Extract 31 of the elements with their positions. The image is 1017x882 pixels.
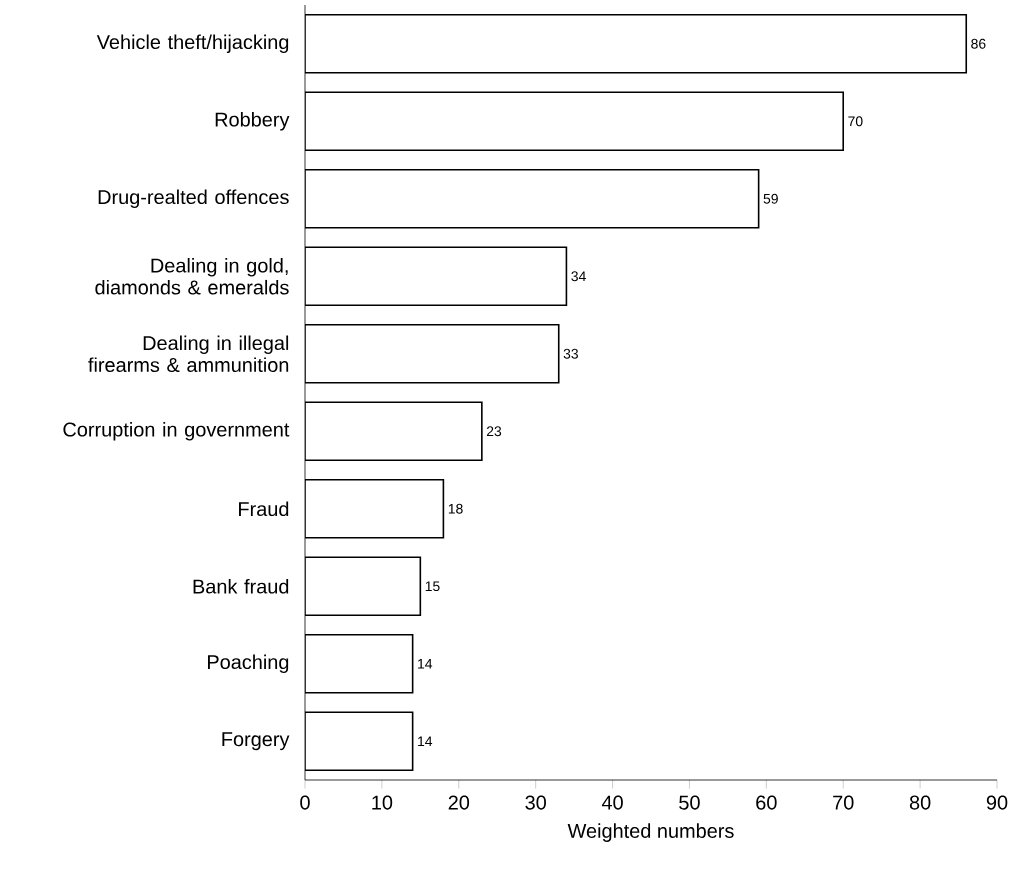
y-tick-label: Dealing in gold, diamonds & emeralds (95, 257, 289, 295)
data-label: 59 (763, 193, 778, 204)
data-label: 14 (418, 658, 433, 669)
data-label: 33 (563, 348, 578, 359)
y-tick-label: Corruption in government (63, 421, 290, 441)
data-label: 34 (571, 271, 586, 282)
x-tick-label: 20 (448, 795, 470, 810)
data-label: 23 (486, 426, 502, 437)
x-tick-label: 10 (372, 795, 393, 810)
y-tick-label: Fraud (239, 501, 289, 517)
x-tick-label: 70 (833, 795, 854, 810)
data-label: 14 (418, 736, 433, 747)
x-tick-label: 40 (601, 795, 623, 810)
x-tick-label: 30 (525, 795, 546, 810)
x-tick-label: 80 (909, 795, 931, 810)
data-label: 70 (848, 116, 863, 127)
data-label: 15 (425, 581, 440, 592)
data-label: 18 (448, 503, 463, 514)
y-tick-label: Dealing in illegal firearms & ammunition (88, 335, 289, 373)
y-tick-label: Vehicle theft/hijacking (96, 34, 289, 54)
y-tick-label: Bank fraud (193, 578, 289, 594)
x-axis-title: Weighted numbers (567, 823, 734, 842)
data-label: 86 (971, 38, 986, 49)
x-tick-label: 60 (756, 795, 777, 810)
y-tick-label: Robbery (215, 111, 290, 131)
y-tick-label: Drug-realted offences (98, 189, 289, 209)
y-tick-label: Forgery (222, 732, 290, 751)
x-tick-label: 50 (679, 795, 700, 810)
x-tick-label: 90 (986, 795, 1008, 810)
x-tick-label: 0 (300, 795, 310, 810)
y-tick-label: Poaching (207, 654, 289, 674)
